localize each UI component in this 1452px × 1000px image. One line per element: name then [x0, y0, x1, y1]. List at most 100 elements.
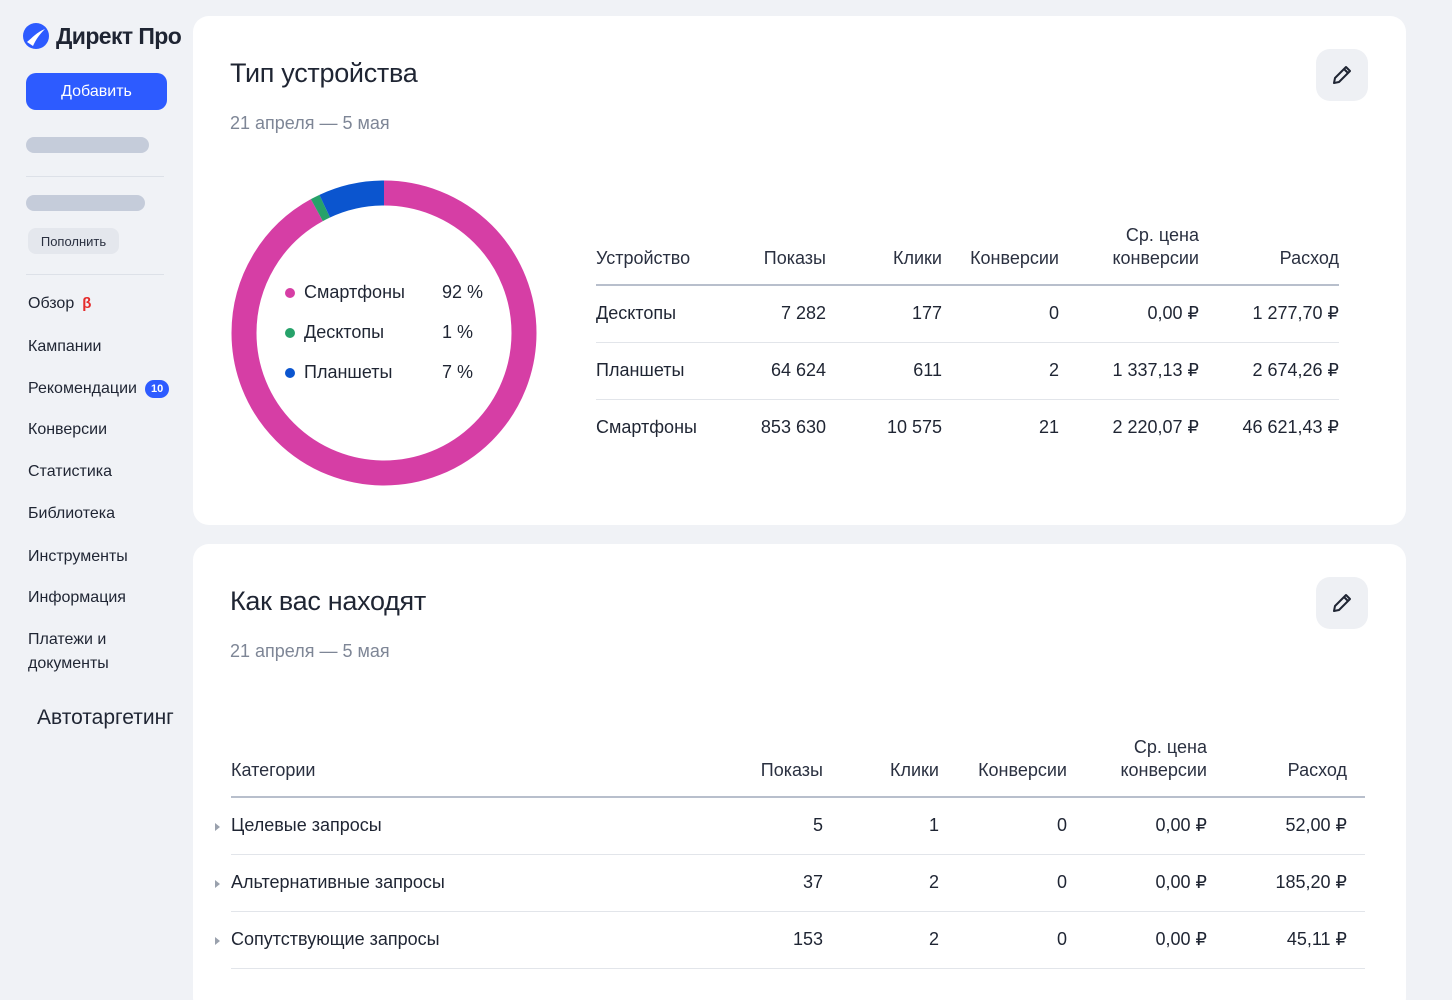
edit-devices-button[interactable] [1316, 49, 1368, 101]
sidebar-item-label: Рекомендации [28, 380, 137, 397]
autotargeting-heading: Автотаргетинг [37, 706, 174, 729]
devices-date-range: 21 апреля — 5 мая [230, 113, 390, 133]
sidebar-item-tools[interactable]: Инструменты [28, 545, 128, 569]
legend-dot [285, 327, 295, 338]
legend-item-desktops: Десктопы 1 % [285, 322, 485, 343]
column-header[interactable]: Клики [823, 736, 939, 798]
donut-segment-tablets [231, 180, 537, 486]
skeleton-placeholder [26, 195, 145, 211]
avg-conversion-price-cell: 2 220,07 ₽ [1112, 417, 1199, 438]
table-row[interactable]: Сопутствующие запросы 153 2 0 0,00 ₽ 45,… [215, 911, 1365, 969]
spend-cell: 1 277,70 ₽ [1199, 285, 1339, 343]
logo[interactable]: Директ Про [22, 22, 182, 50]
sidebar-divider [26, 274, 164, 275]
column-header[interactable]: Ср. цена конверсии [1059, 224, 1199, 286]
conversions-cell: 0 [939, 797, 1067, 855]
spend-cell: 45,11 ₽ [1207, 911, 1347, 969]
table-row: Планшеты 64 624 611 2 1 337,13 ₽ 2 674,2… [596, 342, 1339, 400]
sidebar-item-label: Платежи и документы [28, 631, 109, 672]
legend-value: 1 % [442, 322, 474, 342]
sidebar-item-information[interactable]: Информация [28, 586, 126, 610]
category-name: Целевые запросы [231, 815, 382, 836]
device-name: Смартфоны [596, 417, 697, 438]
sidebar-item-overview[interactable]: Обзор β [28, 292, 91, 316]
table-header-row: Устройство Показы Клики Конверсии Ср. це… [596, 224, 1339, 286]
category-cell[interactable]: Альтернативные запросы [215, 854, 671, 912]
legend-dot [285, 287, 295, 298]
direct-logo-icon [23, 23, 49, 49]
expand-triangle-icon[interactable] [215, 936, 220, 945]
clicks-cell: 611 [826, 342, 942, 400]
table-row[interactable]: Альтернативные запросы 37 2 0 0,00 ₽ 185… [215, 854, 1365, 912]
sidebar-item-statistics[interactable]: Статистика [28, 460, 112, 484]
sidebar-item-label: Инструменты [28, 548, 128, 565]
legend-value: 92 % [442, 282, 484, 302]
spend-cell: 46 621,43 ₽ [1242, 417, 1339, 438]
spend-cell: 52,00 ₽ [1207, 797, 1347, 855]
clicks-cell: 2 [823, 911, 939, 969]
category-cell[interactable]: Сопутствующие запросы [215, 911, 671, 969]
expand-triangle-icon[interactable] [215, 879, 220, 888]
sidebar-item-library[interactable]: Библиотека [28, 502, 115, 526]
table-row: Десктопы 7 282 177 0 0,00 ₽ 1 277,70 ₽ [596, 285, 1339, 343]
add-button[interactable]: Добавить [26, 73, 167, 110]
sidebar-item-label: Статистика [28, 463, 113, 480]
legend-item-tablets: Планшеты 7 % [285, 362, 485, 383]
conversions-cell: 0 [942, 285, 1059, 343]
expand-triangle-icon[interactable] [215, 823, 220, 831]
legend-label: Смартфоны [304, 282, 405, 302]
sidebar-item-campaigns[interactable]: Кампании [28, 335, 102, 359]
conversions-cell: 2 [942, 342, 1059, 400]
sidebar-item-payments[interactable]: Платежи и документы [28, 628, 148, 676]
topup-button[interactable]: Пополнить [28, 228, 119, 254]
sidebar-item-recommendations[interactable]: Рекомендации 10 [28, 377, 170, 401]
category-name: Альтернативные запросы [231, 872, 445, 892]
column-header[interactable]: Показы [736, 224, 826, 286]
spend-cell: 185,20 ₽ [1207, 854, 1347, 912]
sidebar: Директ Про Добавить Пополнить Обзор β Ка… [0, 0, 192, 1000]
pencil-icon [1333, 594, 1351, 612]
table-row: Смартфоны 853 630 10 575 21 2 220,07 ₽ 4… [596, 399, 1339, 456]
conversions-cell: 0 [939, 911, 1067, 969]
device-donut-chart [231, 180, 537, 486]
column-header[interactable]: Устройство [596, 224, 736, 286]
devices-card-title: Тип устройства [230, 58, 418, 88]
clicks-cell: 2 [823, 854, 939, 912]
column-header[interactable]: Конверсии [942, 224, 1059, 286]
column-header[interactable]: Категории [231, 736, 671, 798]
sidebar-item-label: Обзор [28, 295, 75, 312]
column-header[interactable]: Ср. цена конверсии [1067, 736, 1207, 798]
sidebar-divider [26, 176, 164, 177]
column-header[interactable]: Расход [1199, 224, 1339, 286]
device-name: Десктопы [596, 285, 736, 343]
column-header[interactable]: Расход [1207, 736, 1347, 798]
spacer-cell [1347, 854, 1365, 912]
sidebar-item-conversions[interactable]: Конверсии [28, 418, 107, 442]
spacer-cell [1347, 911, 1365, 969]
legend-item-smartphones: Смартфоны 92 % [285, 282, 485, 303]
skeleton-placeholder [26, 137, 149, 153]
sidebar-item-label: Информация [28, 589, 126, 606]
column-header[interactable]: Показы [671, 736, 823, 798]
category-cell[interactable]: Целевые запросы [215, 797, 671, 855]
avg-conversion-price-cell: 0,00 ₽ [1059, 285, 1199, 343]
table-header-row: Категории Показы Клики Конверсии Ср. цен… [231, 736, 1365, 798]
clicks-cell: 10 575 [886, 417, 942, 438]
impressions-cell: 5 [671, 797, 823, 855]
impressions-cell: 7 282 [736, 285, 826, 343]
spacer-cell [1347, 797, 1365, 855]
spacer-cell [1347, 736, 1365, 798]
edit-search-sources-button[interactable] [1316, 577, 1368, 629]
device-name: Планшеты [596, 342, 736, 400]
category-name: Сопутствующие запросы [231, 929, 440, 949]
sidebar-item-label: Библиотека [28, 505, 115, 522]
table-row[interactable]: Целевые запросы 5 1 0 0,00 ₽ 52,00 ₽ [215, 797, 1365, 855]
column-header[interactable]: Конверсии [939, 736, 1067, 798]
devices-card: Тип устройства 21 апреля — 5 мая Смартфо… [193, 16, 1406, 525]
avg-conversion-price-cell: 0,00 ₽ [1067, 797, 1207, 855]
legend-label: Десктопы [304, 322, 385, 342]
column-header[interactable]: Клики [826, 224, 942, 286]
autotargeting-table: Категории Показы Клики Конверсии Ср. цен… [215, 736, 1365, 969]
legend-label: Планшеты [304, 362, 393, 382]
devices-table: Устройство Показы Клики Конверсии Ср. це… [596, 224, 1339, 456]
